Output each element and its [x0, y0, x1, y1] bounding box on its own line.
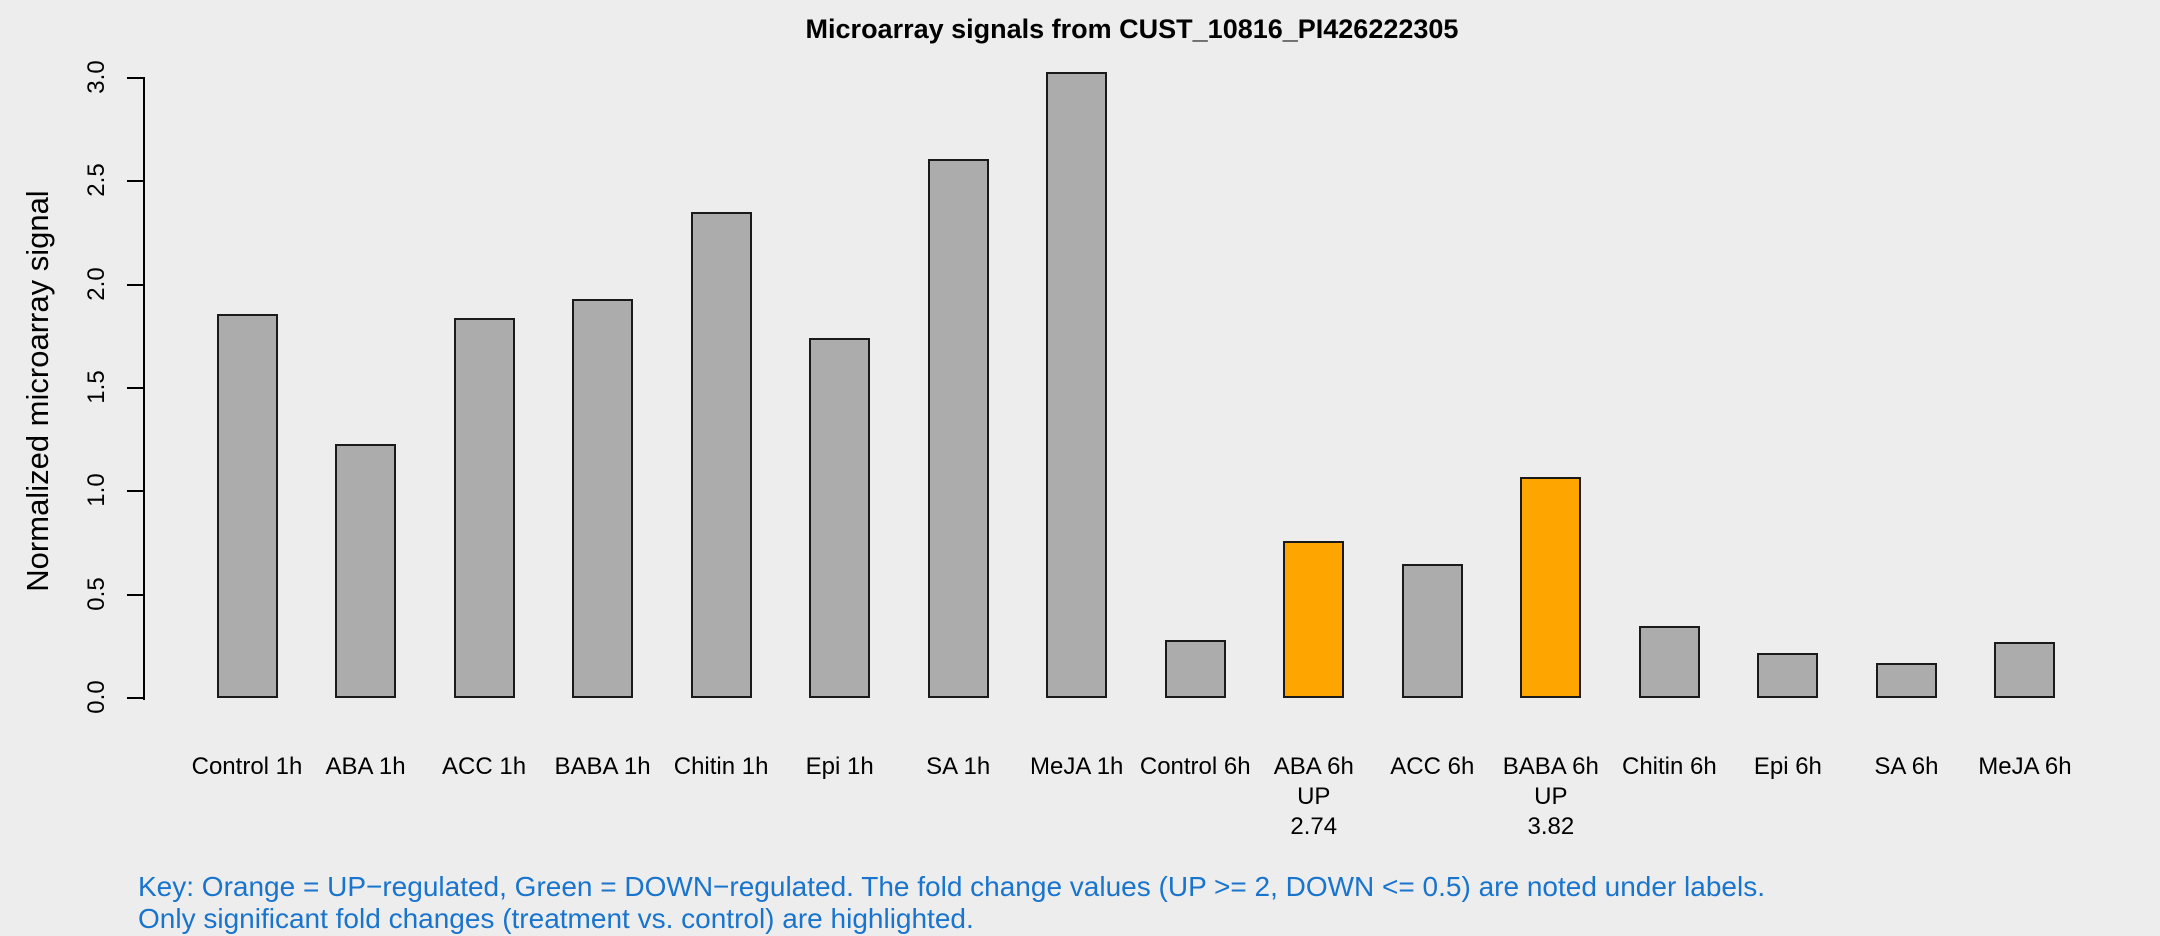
- bar-meja-1h: [1046, 71, 1108, 698]
- x-label-text: SA 6h: [1874, 753, 1939, 780]
- y-axis-title: Normalized microarray signal: [20, 190, 55, 592]
- x-label-text: Epi 6h: [1753, 753, 1822, 780]
- x-label-text: Chitin 6h: [1621, 753, 1717, 780]
- x-label-chitin-1h: Chitin 1h: [641, 752, 801, 782]
- y-tick-label-3.0: 3.0: [83, 60, 110, 94]
- x-label-text: Epi 1h: [805, 753, 874, 780]
- x-label-text: Chitin 1h: [673, 753, 769, 780]
- x-label-text: Control 6h: [1139, 753, 1251, 780]
- bar-chitin-1h: [690, 212, 752, 698]
- key-text-line-2: Only significant fold changes (treatment…: [138, 903, 974, 934]
- x-label-epi-6h: Epi 6h: [1708, 752, 1868, 782]
- x-label-control-1h: Control 1h: [167, 752, 327, 782]
- y-tick-1.5: [127, 386, 143, 389]
- y-tick-label-0.5: 0.5: [83, 576, 110, 611]
- x-label-text: MeJA 6h: [1978, 753, 2072, 780]
- y-tick-label-2.0: 2.0: [83, 266, 110, 301]
- y-tick-2.0: [127, 283, 143, 286]
- x-label-meja-1h: MeJA 1h: [997, 752, 1157, 782]
- x-label-text: BABA 6h: [1502, 753, 1599, 780]
- x-label-aba-1h: ABA 1h: [286, 752, 446, 782]
- x-label-text: SA 1h: [926, 753, 991, 780]
- bar-aba-1h: [335, 443, 397, 698]
- bar-acc-6h: [1401, 563, 1463, 698]
- bar-meja-6h: [1994, 642, 2056, 698]
- x-label-control-6h: Control 6h: [1115, 752, 1275, 782]
- x-label-text: ABA 6h: [1273, 753, 1354, 780]
- x-label-fold-change-note: UP: [1297, 783, 1331, 810]
- x-label-text: Control 1h: [191, 753, 303, 780]
- x-label-sa-1h: SA 1h: [878, 752, 1038, 782]
- y-tick-label-2.5: 2.5: [83, 163, 110, 197]
- bar-epi-6h: [1757, 652, 1819, 698]
- chart-title: Microarray signals from CUST_10816_PI426…: [805, 14, 1459, 44]
- x-label-epi-1h: Epi 1h: [760, 752, 920, 782]
- x-label-fold-change-note: 3.82: [1527, 813, 1575, 840]
- key-text-line-1: Key: Orange = UP−regulated, Green = DOWN…: [138, 871, 1765, 902]
- y-tick-label-0.0: 0.0: [83, 680, 110, 714]
- y-tick-2.5: [127, 180, 143, 183]
- y-tick-0.5: [127, 593, 143, 596]
- bar-baba-1h: [572, 299, 634, 698]
- bar-control-6h: [1164, 640, 1226, 698]
- bar-chitin-6h: [1638, 625, 1700, 698]
- bar-sa-1h: [927, 158, 989, 698]
- y-tick-3.0: [127, 76, 143, 79]
- x-label-sa-6h: SA 6h: [1826, 752, 1986, 782]
- x-label-chitin-6h: Chitin 6h: [1589, 752, 1749, 782]
- x-label-fold-change-note: UP: [1534, 783, 1568, 810]
- bar-sa-6h: [1875, 662, 1937, 698]
- x-label-text: ABA 1h: [325, 753, 406, 780]
- x-label-baba-1h: BABA 1h: [523, 752, 683, 782]
- y-tick-label-1.5: 1.5: [83, 370, 110, 404]
- x-label-text: ACC 1h: [442, 753, 527, 780]
- y-tick-label-1.0: 1.0: [83, 473, 110, 508]
- x-label-acc-6h: ACC 6h: [1352, 752, 1512, 782]
- x-label-meja-6h: MeJA 6h: [1945, 752, 2105, 782]
- x-label-text: MeJA 1h: [1030, 753, 1124, 780]
- x-label-fold-change-note: 2.74: [1290, 813, 1338, 840]
- bar-epi-1h: [809, 338, 871, 698]
- x-label-aba-6h: ABA 6h UP 2.74: [1234, 752, 1394, 842]
- x-label-text: ACC 6h: [1390, 753, 1475, 780]
- y-tick-0.0: [127, 697, 143, 699]
- bar-acc-1h: [453, 317, 515, 698]
- x-label-acc-1h: ACC 1h: [404, 752, 564, 782]
- y-axis-line: [143, 77, 145, 700]
- y-tick-1.0: [127, 490, 143, 493]
- x-label-baba-6h: BABA 6h UP 3.82: [1471, 752, 1631, 842]
- bar-control-1h: [216, 313, 278, 698]
- bar-aba-6h: [1283, 540, 1345, 698]
- x-label-text: BABA 1h: [554, 753, 651, 780]
- bar-baba-6h: [1520, 476, 1582, 698]
